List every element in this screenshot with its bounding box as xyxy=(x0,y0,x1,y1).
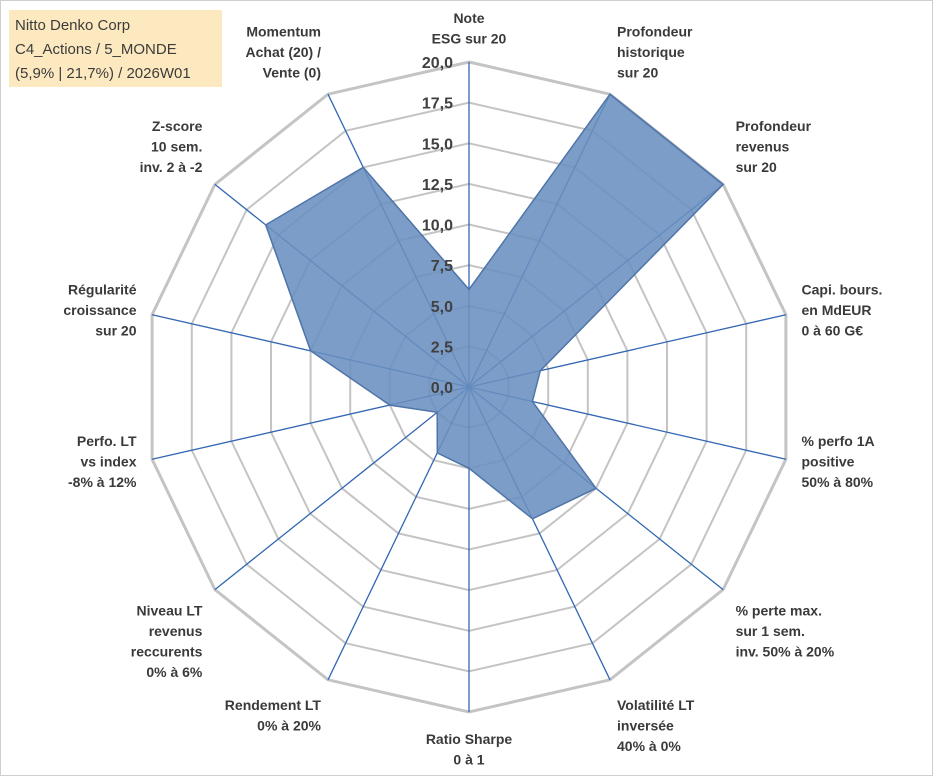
axis-label-line: Z-score xyxy=(152,118,203,134)
axis-label-line: 0 à 1 xyxy=(453,752,484,768)
axis-label-line: vs index xyxy=(80,454,136,470)
axis-label-line: Ratio Sharpe xyxy=(426,731,513,747)
axis-label-line: Profondeur xyxy=(617,23,693,39)
radial-tick-label: 0,0 xyxy=(431,380,453,397)
axis-label-line: positive xyxy=(802,454,855,470)
axis-label-line: reccurents xyxy=(131,644,203,660)
axis-label-line: ESG sur 20 xyxy=(432,31,507,47)
chart-title-box: Nitto Denko Corp C4_Actions / 5_MONDE (5… xyxy=(9,10,222,87)
axis-label-line: Momentum xyxy=(246,23,321,39)
axis-label-line: Note xyxy=(453,10,484,26)
axis-label: Profondeur historique sur 20 xyxy=(617,23,693,80)
radial-tick-label: 15,0 xyxy=(422,136,453,153)
axis-label: Régularité croissance sur 20 xyxy=(63,281,136,338)
axis-label: Perfo. LT vs index -8% à 12% xyxy=(68,433,137,490)
axis-label-line: 50% à 80% xyxy=(802,474,874,490)
axis-label-line: Volatilité LT xyxy=(617,697,695,713)
axis-label-line: 0% à 20% xyxy=(257,718,321,734)
radial-tick-label: 2,5 xyxy=(431,339,453,356)
axis-label-line: inv. 2 à -2 xyxy=(140,159,203,175)
axis-label-line: sur 20 xyxy=(736,159,777,175)
axis-label-line: % perte max. xyxy=(736,603,822,619)
title-portfolio: C4_Actions / 5_MONDE xyxy=(15,41,177,58)
radial-tick-label: 20,0 xyxy=(422,55,453,72)
axis-label-line: croissance xyxy=(63,302,136,318)
axis-label-line: sur 20 xyxy=(617,64,658,80)
title-stats: (5,9% | 21,7%) / 2026W01 xyxy=(15,65,191,82)
axis-label: % perte max. sur 1 sem. inv. 50% à 20% xyxy=(736,603,835,660)
radial-tick-label: 12,5 xyxy=(422,177,453,194)
title-company: Nitto Denko Corp xyxy=(15,17,131,34)
axis-label-line: Vente (0) xyxy=(263,64,321,80)
axis-label-line: revenus xyxy=(736,138,790,154)
axis-label: Ratio Sharpe 0 à 1 xyxy=(426,731,513,768)
axis-label: Capi. bours. en MdEUR 0 à 60 G€ xyxy=(802,281,883,338)
axis-label-line: Régularité xyxy=(68,281,137,297)
axis-label: Volatilité LT inversée 40% à 0% xyxy=(617,697,695,754)
axis-label-line: 40% à 0% xyxy=(617,738,681,754)
radial-tick-label: 5,0 xyxy=(431,299,453,316)
axis-label-line: historique xyxy=(617,44,685,60)
axis-label-line: inversée xyxy=(617,718,674,734)
axis-label: Rendement LT 0% à 20% xyxy=(225,697,322,734)
axis-label-line: Profondeur xyxy=(736,118,812,134)
axis-label-line: 0 à 60 G€ xyxy=(802,322,864,338)
radial-tick-label: 10,0 xyxy=(422,218,453,235)
axis-label-line: 10 sem. xyxy=(151,138,202,154)
axis-label-line: 0% à 6% xyxy=(146,664,203,680)
axis-label: Note ESG sur 20 xyxy=(432,10,507,47)
axis-label-line: Capi. bours. xyxy=(802,281,883,297)
radial-tick-label: 17,5 xyxy=(422,96,453,113)
axis-label: Z-score 10 sem. inv. 2 à -2 xyxy=(140,118,203,175)
axis-label-line: inv. 50% à 20% xyxy=(736,644,835,660)
axis-label: % perfo 1A positive 50% à 80% xyxy=(802,433,875,490)
axis-label: Niveau LT revenus reccurents 0% à 6% xyxy=(131,603,203,681)
axis-label-line: Perfo. LT xyxy=(77,433,137,449)
axis-label-line: % perfo 1A xyxy=(802,433,875,449)
axis-label-line: sur 20 xyxy=(95,322,136,338)
radial-tick-label: 7,5 xyxy=(431,258,453,275)
axis-label-line: Niveau LT xyxy=(137,603,203,619)
axis-label-line: Achat (20) / xyxy=(246,44,322,60)
axis-label-line: Rendement LT xyxy=(225,697,322,713)
series-area xyxy=(264,93,725,520)
axis-label-line: en MdEUR xyxy=(802,302,872,318)
axis-label: Profondeur revenus sur 20 xyxy=(736,118,812,175)
axis-label-line: sur 1 sem. xyxy=(736,623,805,639)
axis-spoke xyxy=(214,386,470,591)
axis-label-line: -8% à 12% xyxy=(68,474,137,490)
axis-label: Momentum Achat (20) / Vente (0) xyxy=(246,23,322,80)
axis-label-line: revenus xyxy=(149,623,203,639)
